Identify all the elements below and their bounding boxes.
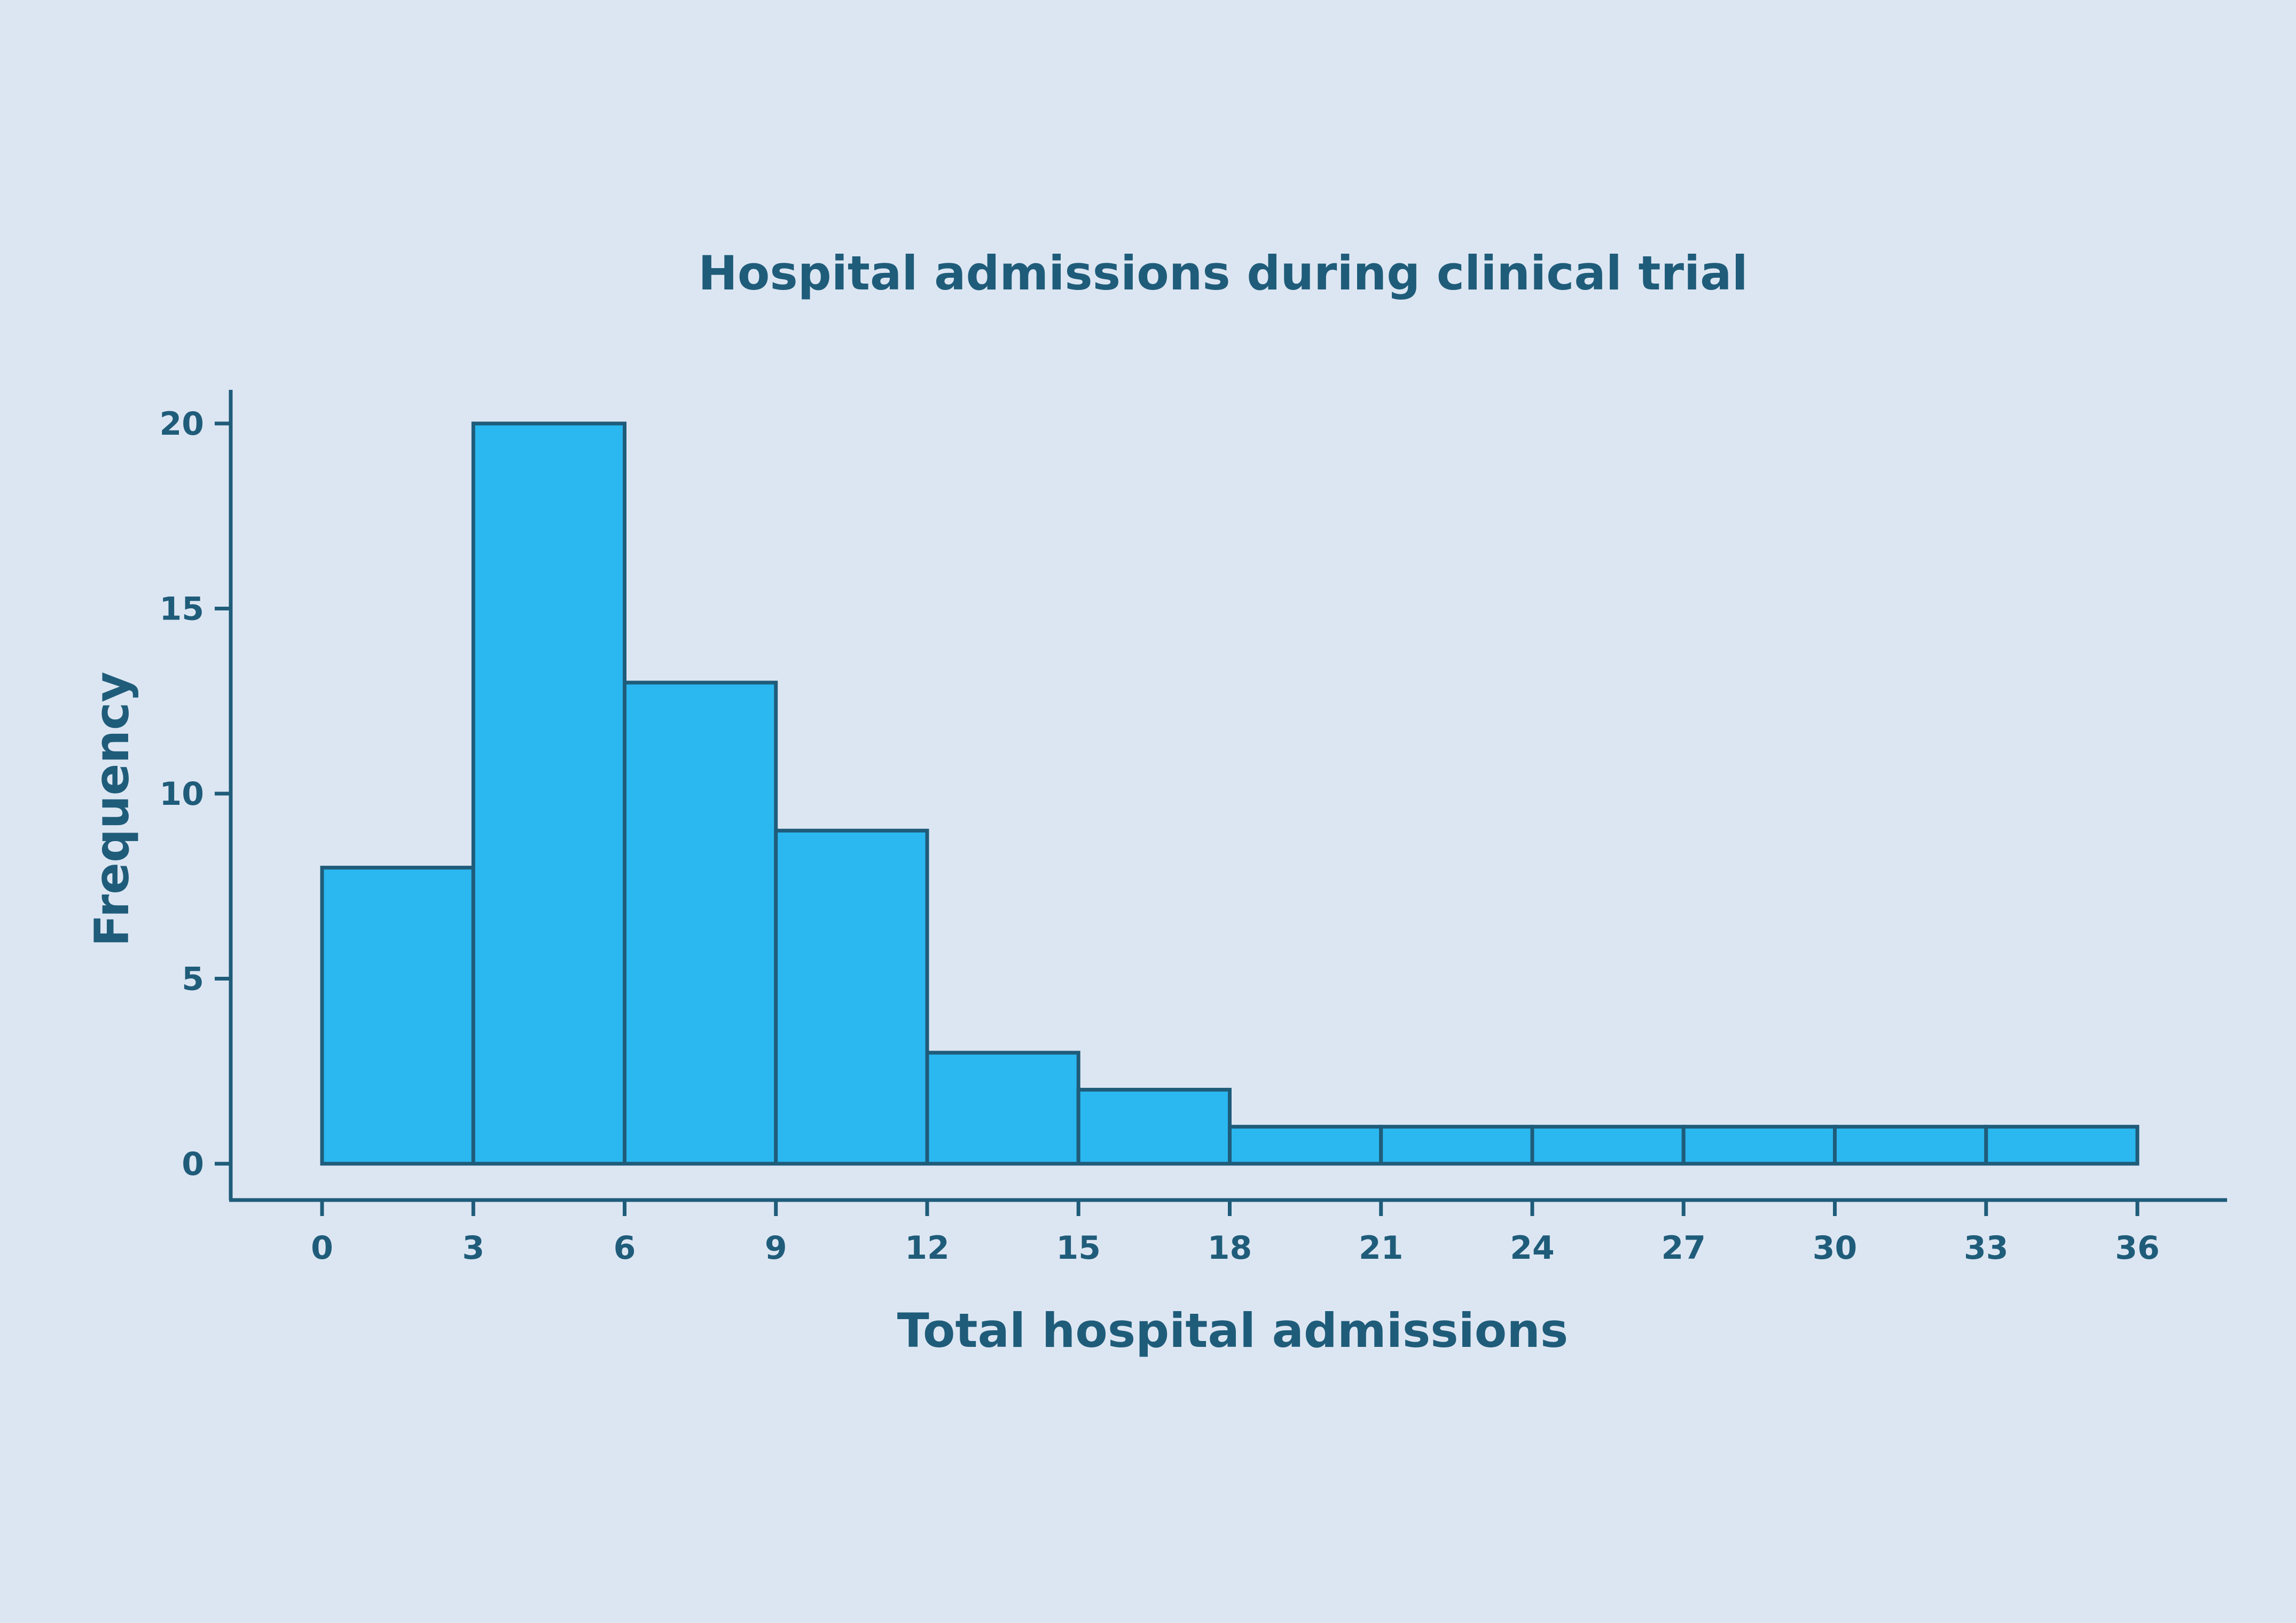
x-tick-label: 0: [311, 1229, 333, 1267]
chart-title: Hospital admissions during clinical tria…: [698, 246, 1748, 301]
histogram-bar: [1833, 1125, 1988, 1166]
x-tick-label: 9: [765, 1229, 787, 1267]
histogram-bar: [623, 680, 778, 1166]
histogram-bar: [1228, 1125, 1383, 1166]
histogram-bar: [925, 1050, 1080, 1166]
x-tick-label: 24: [1510, 1229, 1555, 1267]
x-tick-label: 33: [1964, 1229, 2009, 1267]
bars-layer: [320, 421, 2140, 1166]
y-tick-label: 20: [160, 405, 205, 443]
x-tick-label: 36: [2115, 1229, 2160, 1267]
histogram-bar: [1379, 1125, 1534, 1166]
histogram-bar: [1984, 1125, 2140, 1166]
x-tick-label: 3: [462, 1229, 484, 1267]
y-tick-label: 15: [160, 591, 205, 628]
x-tick-label: 27: [1662, 1229, 1706, 1267]
y-axis-label: Frequency: [84, 671, 139, 946]
x-tick-label: 12: [905, 1229, 950, 1267]
x-tick-label: 30: [1813, 1229, 1858, 1267]
histogram-bar: [471, 421, 626, 1166]
x-axis-label: Total hospital admissions: [897, 1303, 1569, 1358]
histogram-bar: [320, 866, 475, 1166]
y-tick-label: 10: [160, 775, 205, 813]
x-tick-label: 18: [1208, 1229, 1252, 1267]
x-tick-label: 15: [1056, 1229, 1101, 1267]
x-tick-label: 21: [1359, 1229, 1404, 1267]
histogram-bar: [1530, 1125, 1686, 1166]
x-tick-label: 6: [614, 1229, 636, 1267]
y-tick-label: 5: [182, 961, 204, 998]
histogram-bar: [774, 828, 929, 1166]
y-tick-label: 0: [182, 1146, 204, 1183]
histogram-bar: [1681, 1125, 1837, 1166]
histogram-bar: [1076, 1087, 1232, 1166]
